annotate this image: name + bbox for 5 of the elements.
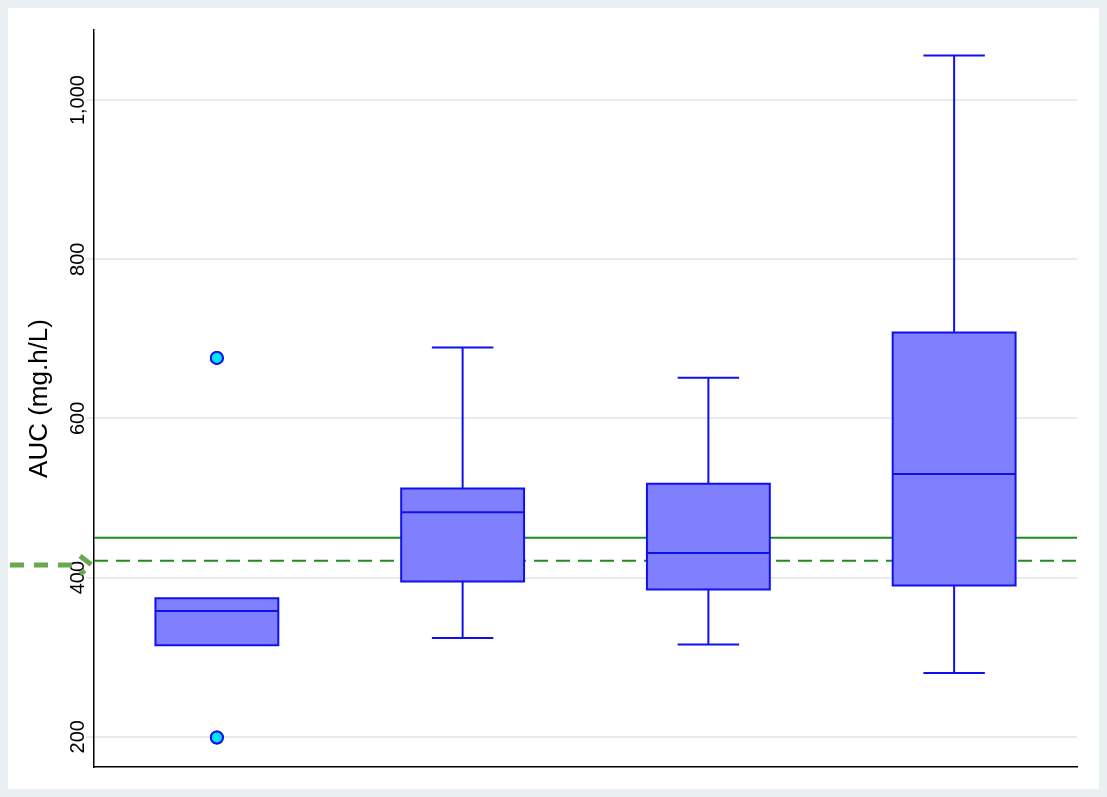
y-tick-label: 200 (65, 720, 88, 754)
y-axis-title: AUC (mg.h/L) (22, 319, 53, 478)
y-tick-label: 800 (65, 242, 88, 276)
y-tick-label: 600 (65, 401, 88, 436)
y-tick-label: 1,000 (65, 75, 88, 126)
